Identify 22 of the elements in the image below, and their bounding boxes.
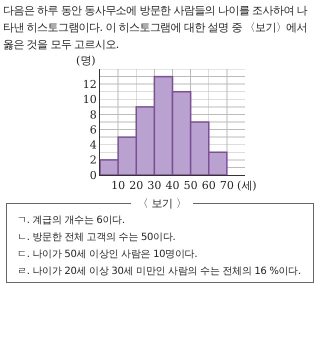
y-tick-label: 2 (90, 154, 97, 167)
y-tick-label: 10 (82, 93, 97, 106)
text: ㄹ. 나이가 20세 이상 30세 미만인 사람의 수는 전체의 16 %이다. (17, 265, 302, 279)
x-tick-label: 50 (184, 179, 198, 192)
text: ㄱ. 계급의 개수는 6이다. (17, 214, 126, 228)
x-axis-title: (세) (237, 179, 257, 192)
text: ㄷ. 나이가 50세 이상인 사람은 10명이다. (17, 248, 198, 262)
y-tick-label: 12 (82, 78, 97, 91)
y-tick-label: 8 (90, 108, 97, 122)
x-tick-label: 60 (202, 179, 216, 192)
x-tick-label: 70 (220, 179, 234, 192)
x-tick-label: 40 (166, 179, 180, 192)
chart-title: 다음은 하루 동안 동사무소에 방문한 사람들의 나이를 조사하여 나타낸 히스토그램이다. 이 히스토그램에 대한 설명 중 〈보기〉에서 옳은 것을 모두 고르시오. (2, 3, 308, 53)
y-axis-title: (명) (76, 54, 96, 67)
x-tick-label: 20 (129, 179, 144, 192)
x-tick-label: 30 (147, 179, 162, 192)
y-tick-label: 0 (90, 168, 97, 182)
text: ㄴ. 방문한 전체 고객의 수는 50이다. (17, 231, 176, 245)
text: 〈 보기 〉 (136, 196, 188, 212)
x-tick-label: 10 (111, 179, 126, 192)
y-tick-label: 6 (90, 123, 97, 136)
y-tick-label: 4 (90, 138, 97, 152)
